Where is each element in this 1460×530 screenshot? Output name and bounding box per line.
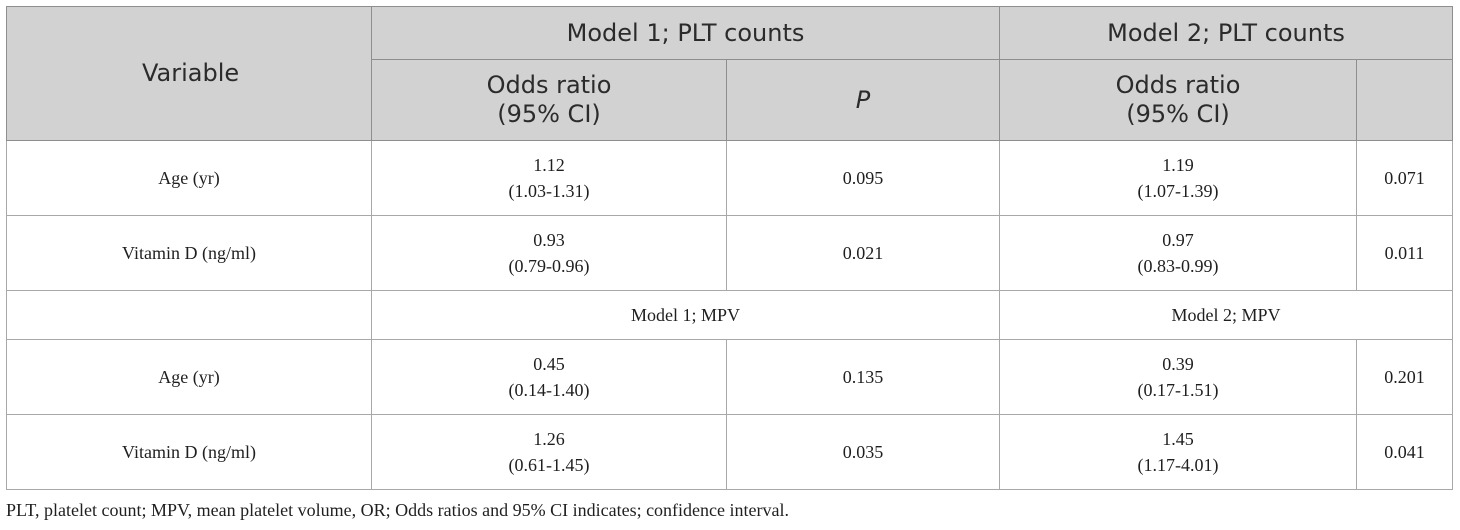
ci-value: (0.17-1.51)	[1137, 380, 1219, 400]
m2-p-cell: 0.071	[1356, 140, 1453, 216]
regression-results-table: Variable Model 1; PLT counts Model 2; PL…	[6, 6, 1453, 490]
m2-p-cell: 0.011	[1356, 215, 1453, 291]
variable-cell: Age (yr)	[6, 339, 372, 415]
ci-value: (0.61-1.45)	[508, 455, 590, 475]
subheader-row-mpv: Model 1; MPV Model 2; MPV	[6, 290, 1453, 340]
subheader-model2-mpv: Model 2; MPV	[999, 290, 1453, 340]
m1-p-cell: 0.095	[726, 140, 1000, 216]
table-row: Vitamin D (ng/ml) 0.93 (0.79-0.96) 0.021…	[6, 215, 1453, 291]
or-value: 1.26	[533, 429, 565, 449]
variable-cell: Vitamin D (ng/ml)	[6, 215, 372, 291]
subheader-empty-cell	[6, 290, 372, 340]
ci-value: (0.83-0.99)	[1137, 256, 1219, 276]
or-value: 0.97	[1162, 230, 1194, 250]
header-m1-p: P	[726, 59, 1000, 141]
header-m2-p	[1356, 59, 1453, 141]
ci-value: (0.79-0.96)	[508, 256, 590, 276]
ci-label: (95% CI)	[497, 100, 601, 128]
m1-or-cell: 0.45 (0.14-1.40)	[371, 339, 727, 415]
m2-p-cell: 0.201	[1356, 339, 1453, 415]
header-row-models: Variable Model 1; PLT counts Model 2; PL…	[6, 6, 1453, 141]
or-value: 1.45	[1162, 429, 1194, 449]
header-m2-odds-ratio: Odds ratio (95% CI)	[999, 59, 1357, 141]
m2-or-cell: 1.45 (1.17-4.01)	[999, 414, 1357, 490]
or-value: 0.45	[533, 354, 565, 374]
variable-cell: Vitamin D (ng/ml)	[6, 414, 372, 490]
m2-p-cell: 0.041	[1356, 414, 1453, 490]
odds-ratio-label: Odds ratio	[1115, 71, 1241, 99]
m2-or-cell: 1.19 (1.07-1.39)	[999, 140, 1357, 216]
table-row: Age (yr) 0.45 (0.14-1.40) 0.135 0.39 (0.…	[6, 339, 1453, 415]
header-model1-plt: Model 1; PLT counts	[371, 6, 1000, 60]
ci-value: (1.03-1.31)	[508, 181, 590, 201]
m1-p-cell: 0.021	[726, 215, 1000, 291]
odds-ratio-label: Odds ratio	[486, 71, 612, 99]
ci-label: (95% CI)	[1126, 100, 1230, 128]
header-row-stats: Odds ratio (95% CI) P Odds ratio (95% CI…	[7, 59, 1453, 141]
variable-cell: Age (yr)	[6, 140, 372, 216]
subheader-model1-mpv: Model 1; MPV	[371, 290, 1000, 340]
table-row: Vitamin D (ng/ml) 1.26 (0.61-1.45) 0.035…	[6, 414, 1453, 490]
m1-or-cell: 0.93 (0.79-0.96)	[371, 215, 727, 291]
ci-value: (1.07-1.39)	[1137, 181, 1219, 201]
table-footnote: PLT, platelet count; MPV, mean platelet …	[6, 500, 789, 520]
or-value: 1.12	[533, 155, 565, 175]
or-value: 0.39	[1162, 354, 1194, 374]
m2-or-cell: 0.39 (0.17-1.51)	[999, 339, 1357, 415]
m1-or-cell: 1.12 (1.03-1.31)	[371, 140, 727, 216]
or-value: 0.93	[533, 230, 565, 250]
header-variable: Variable	[6, 6, 372, 141]
m1-p-cell: 0.035	[726, 414, 1000, 490]
ci-value: (0.14-1.40)	[508, 380, 590, 400]
p-label: P	[855, 85, 871, 114]
or-value: 1.19	[1162, 155, 1194, 175]
m2-or-cell: 0.97 (0.83-0.99)	[999, 215, 1357, 291]
header-m1-odds-ratio: Odds ratio (95% CI)	[371, 59, 727, 141]
header-model2-plt: Model 2; PLT counts	[999, 6, 1453, 60]
ci-value: (1.17-4.01)	[1137, 455, 1219, 475]
table-row: Age (yr) 1.12 (1.03-1.31) 0.095 1.19 (1.…	[6, 140, 1453, 216]
m1-p-cell: 0.135	[726, 339, 1000, 415]
m1-or-cell: 1.26 (0.61-1.45)	[371, 414, 727, 490]
results-table-container: Variable Model 1; PLT counts Model 2; PL…	[6, 6, 1453, 490]
